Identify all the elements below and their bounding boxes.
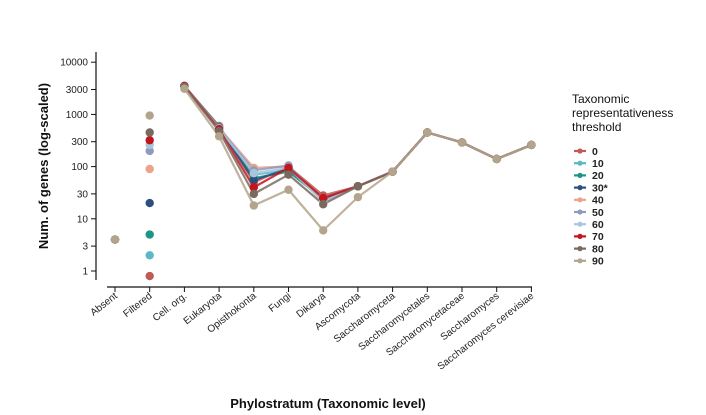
point-90-saccharomyces	[492, 154, 501, 164]
axes	[95, 52, 532, 288]
point-0-filtered	[145, 271, 154, 281]
point-90-absent	[110, 235, 120, 244]
x-tick-label: Fungi	[267, 291, 293, 315]
legend-swatch-dot-20	[577, 172, 583, 178]
point-90-saccharomycetales	[423, 128, 432, 137]
y-tick-label: 3	[82, 242, 88, 253]
point-90-fungi	[284, 185, 293, 194]
y-tick-label: 30	[77, 189, 89, 200]
legend-label-70: 70	[592, 231, 604, 243]
point-30*-opisthokonta	[249, 175, 258, 185]
legend-swatch-dot-40	[577, 197, 583, 203]
legend-label-10: 10	[592, 158, 604, 170]
legend-swatch-dot-10	[577, 160, 583, 166]
point-80-opisthokonta	[249, 189, 258, 199]
point-90-filtered	[145, 111, 154, 120]
series-points	[110, 81, 536, 281]
legend-swatch-dot-90	[577, 258, 583, 264]
y-tick-label: 3000	[66, 85, 89, 96]
legend-label-40: 40	[592, 195, 604, 207]
y-ticks: 1 3 10 30 100 300 1000 3000 10000	[60, 58, 96, 278]
series-lines	[183, 85, 532, 232]
series-line-20	[183, 85, 532, 201]
y-axis-title: Num. of genes (log-scaled)	[36, 83, 51, 249]
x-tick-label: Absent	[89, 291, 120, 319]
legend-label-0: 0	[592, 146, 598, 158]
legend-title-line-2: representativeness	[572, 106, 673, 120]
point-70-fungi	[284, 163, 293, 172]
point-80-filtered	[145, 128, 154, 137]
x-axis-title: Phylostratum (Taxonomic level)	[230, 396, 426, 411]
legend-label-80: 80	[592, 243, 604, 255]
point-60-opisthokonta	[249, 168, 258, 178]
legend-swatch-dot-80	[577, 246, 583, 252]
series-line-0	[183, 85, 532, 197]
point-20-filtered	[145, 230, 154, 239]
point-90-opisthokonta	[249, 201, 258, 210]
y-tick-label: 10	[77, 214, 89, 225]
legend-label-30*: 30*	[592, 182, 609, 194]
point-10-filtered	[145, 251, 154, 260]
point-80-fungi	[284, 170, 293, 179]
y-tick-label: 300	[71, 137, 88, 148]
point-30*-filtered	[145, 198, 154, 208]
point-50-filtered	[145, 146, 154, 156]
legend-title-line-1: Taxonomic	[572, 92, 629, 106]
point-40-filtered	[145, 164, 154, 174]
point-80-ascomycota	[353, 182, 363, 191]
point-90-saccharomyceta	[388, 167, 397, 176]
legend: Taxonomic representativeness threshold 0…	[572, 92, 673, 268]
point-90-dikarya	[319, 226, 328, 235]
point-70-dikarya	[319, 193, 328, 203]
legend-swatch-dot-50	[577, 209, 583, 215]
series-line-70	[183, 85, 532, 200]
point-90-cell-org-	[180, 84, 189, 93]
y-tick-label: 1	[82, 267, 88, 278]
legend-label-90: 90	[592, 256, 604, 268]
y-tick-label: 1000	[66, 110, 89, 121]
series-line-10	[183, 85, 532, 200]
y-tick-label: 10000	[60, 58, 88, 69]
point-70-filtered	[145, 136, 154, 145]
point-90-ascomycota	[353, 192, 363, 202]
y-tick-label: 100	[71, 162, 88, 173]
legend-swatch-dot-30*	[577, 185, 583, 191]
point-90-saccharomyces-cerevisiae	[527, 140, 536, 150]
legend-title-line-3: threshold	[572, 120, 621, 134]
legend-label-60: 60	[592, 219, 604, 231]
x-tick-label: Saccharomyces	[439, 291, 502, 343]
legend-label-20: 20	[592, 170, 604, 182]
point-70-opisthokonta	[249, 183, 258, 192]
legend-label-50: 50	[592, 207, 604, 219]
legend-swatch-dot-60	[577, 221, 583, 227]
point-90-eukaryota	[214, 132, 224, 141]
point-80-dikarya	[319, 200, 328, 209]
legend-swatch-dot-0	[577, 148, 583, 154]
point-90-saccharomycetaceae	[457, 138, 467, 147]
x-tick-label: Filtered	[121, 291, 154, 320]
legend-swatch-dot-70	[577, 233, 583, 239]
